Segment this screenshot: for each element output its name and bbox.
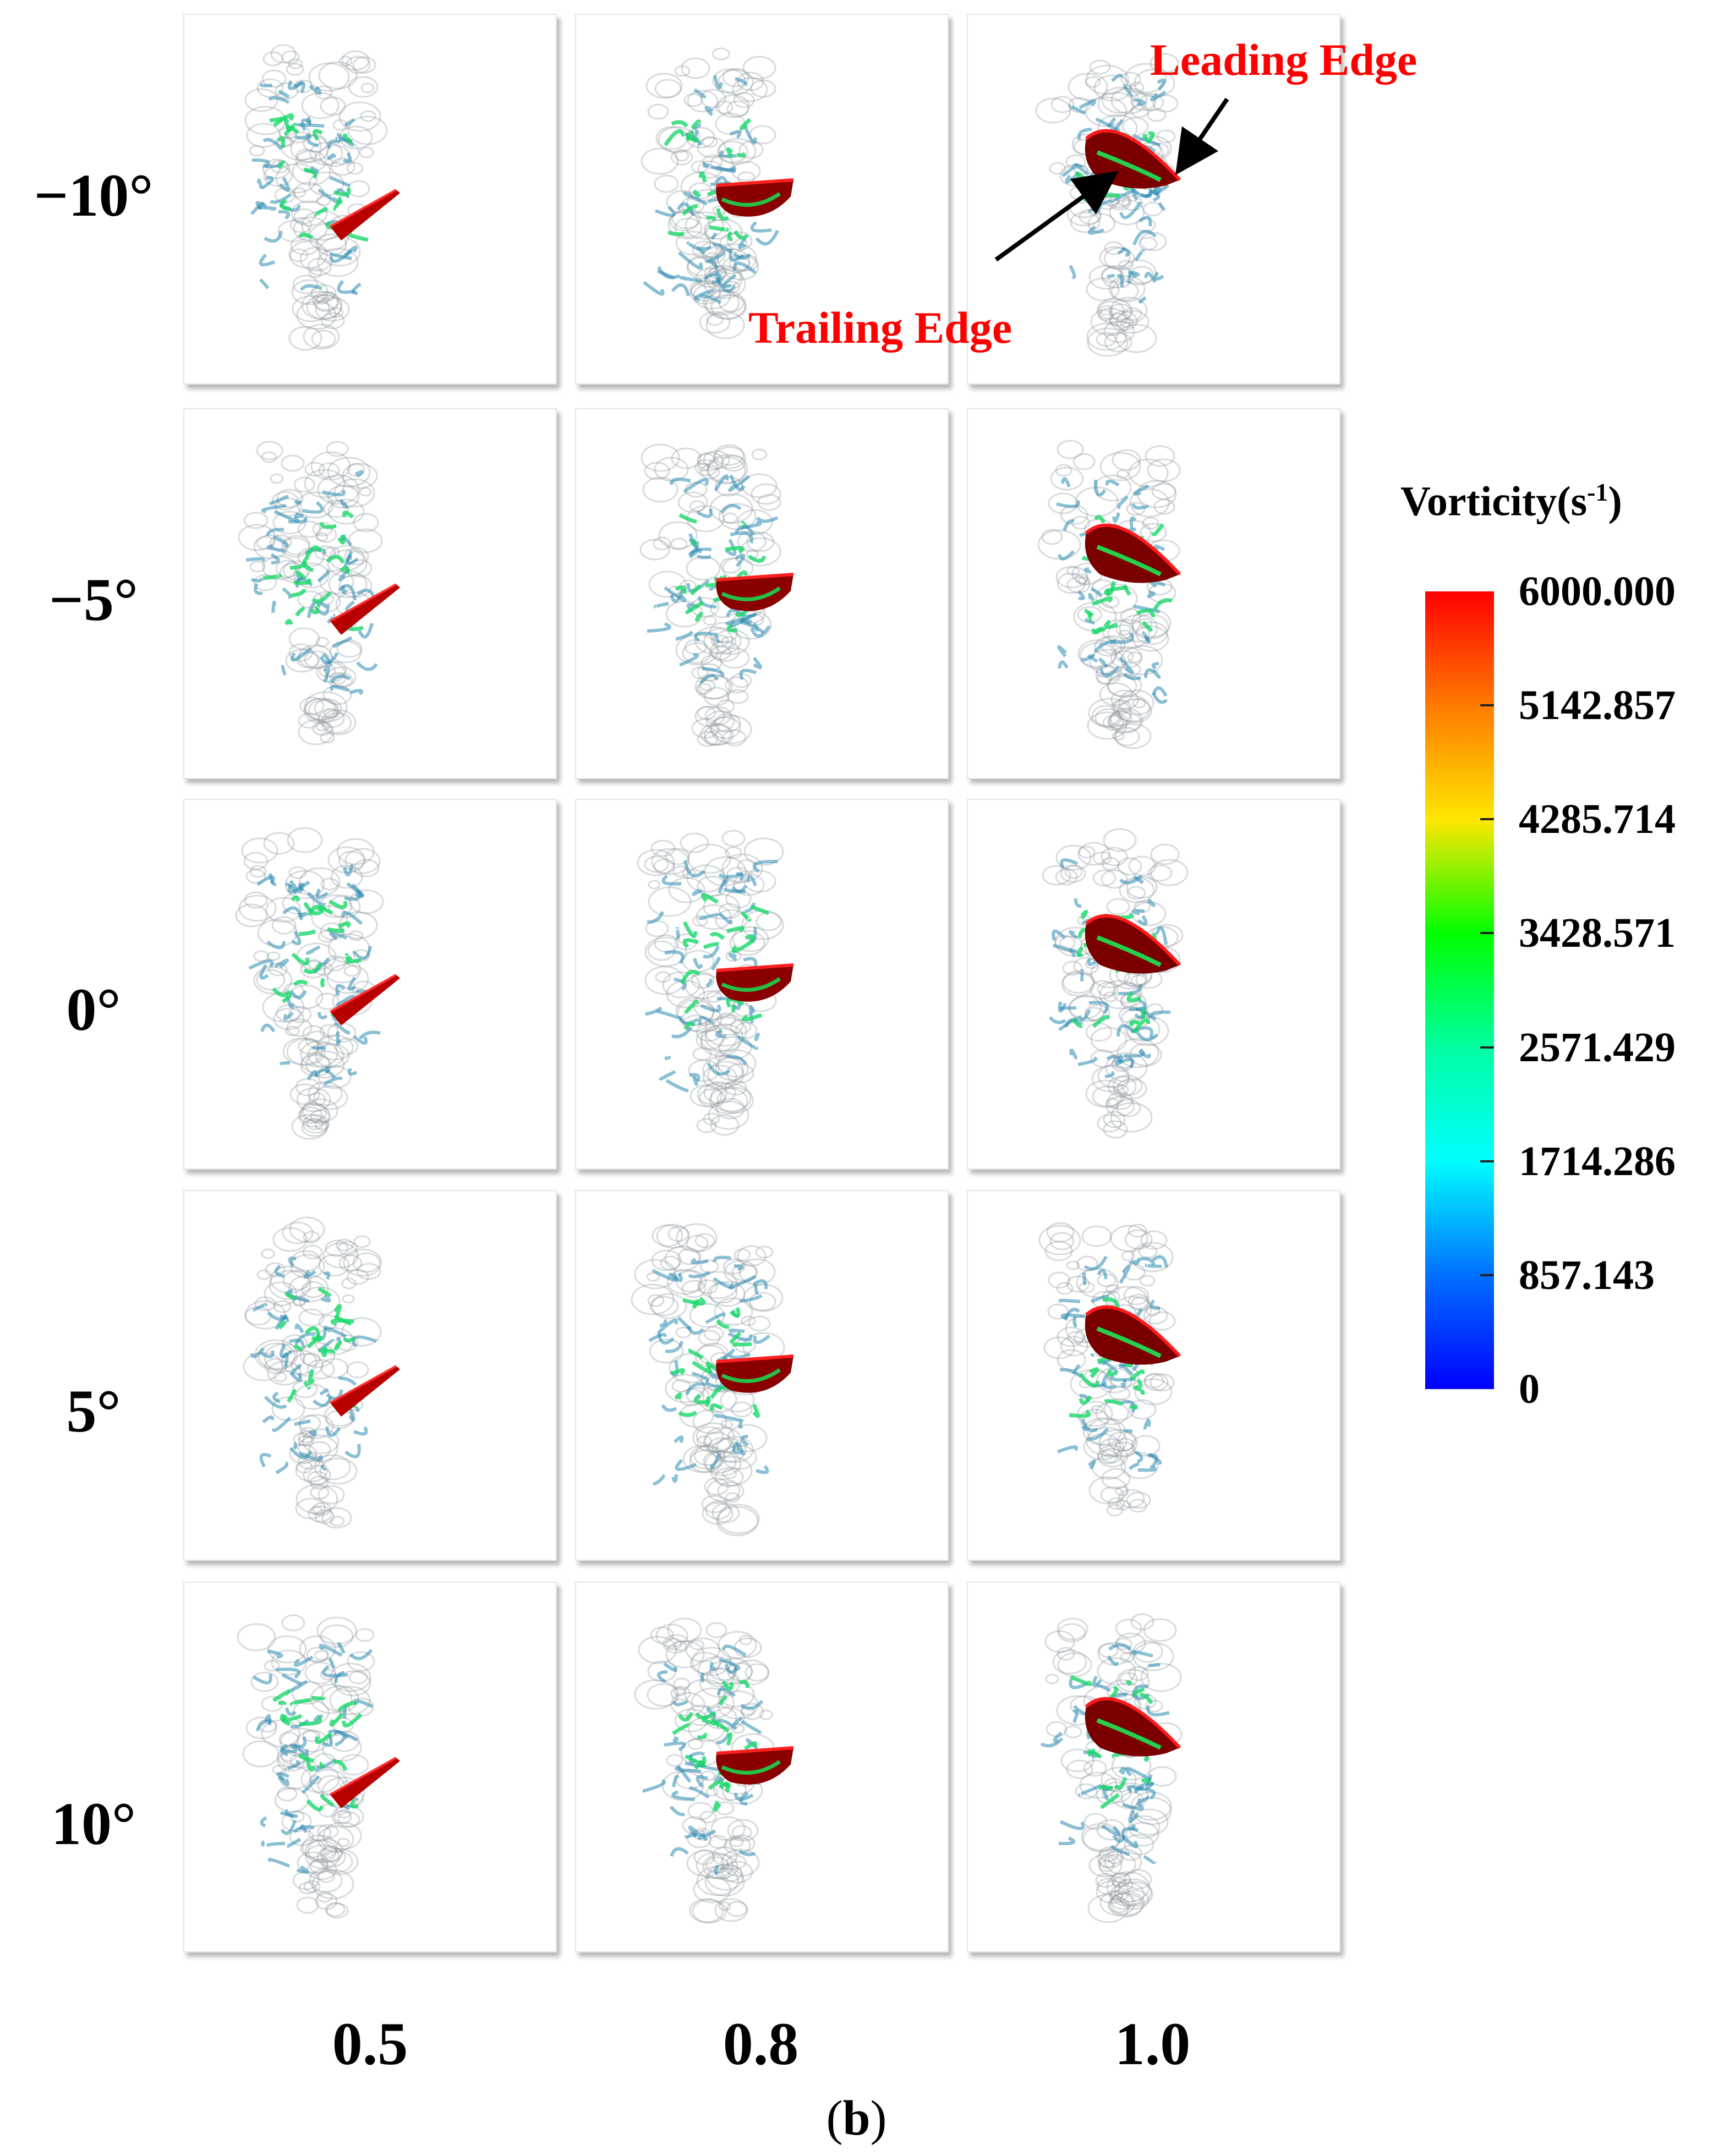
leading-edge-label: Leading Edge <box>1150 35 1418 85</box>
row-label-0: 0° <box>66 976 121 1043</box>
col-label-1-0: 1.0 <box>1114 2010 1191 2077</box>
vorticity-panel-r3-c1 <box>183 799 557 1170</box>
col-label-0-5: 0.5 <box>332 2010 408 2077</box>
col-label-0-8: 0.8 <box>723 2010 799 2077</box>
vorticity-panel-r5-c2 <box>575 1582 949 1952</box>
vorticity-panel-r5-c3 <box>967 1582 1340 1952</box>
trailing-edge-label: Trailing Edge <box>748 303 1013 353</box>
vorticity-panel-r4-c1 <box>183 1190 557 1561</box>
vorticity-panel-r3-c3 <box>967 799 1340 1170</box>
row-label-5: 5° <box>66 1378 121 1445</box>
colorbar-title: Vorticity(s-1) <box>1400 478 1622 525</box>
colorbar-tick-mark <box>1480 1274 1494 1276</box>
vorticity-panel-r4-c2 <box>575 1190 949 1561</box>
row-label-neg5: −5° <box>49 566 138 633</box>
colorbar-tick-label: 1714.286 <box>1519 1138 1676 1184</box>
colorbar-tick-mark <box>1480 932 1494 935</box>
colorbar-tick-mark <box>1480 1046 1494 1049</box>
vorticity-panel-r1-c2 <box>575 14 949 385</box>
figure-caption: (b) <box>826 2091 887 2146</box>
colorbar-tick-label: 6000.000 <box>1519 568 1676 615</box>
colorbar-tick-label: 0 <box>1519 1366 1540 1412</box>
colorbar-tick-mark <box>1480 1160 1494 1162</box>
colorbar-tick-label: 3428.571 <box>1519 910 1676 957</box>
row-label-neg10: −10° <box>34 162 154 229</box>
colorbar-tick-label: 857.143 <box>1519 1252 1655 1298</box>
colorbar-gradient <box>1425 591 1494 1389</box>
colorbar-tick-label: 5142.857 <box>1519 682 1676 729</box>
vorticity-panel-r3-c2 <box>575 799 949 1170</box>
vorticity-panel-r4-c3 <box>967 1190 1340 1561</box>
vorticity-panel-r2-c2 <box>575 408 949 779</box>
vorticity-panel-r2-c3 <box>967 408 1340 779</box>
vorticity-panel-r2-c1 <box>183 408 557 779</box>
row-label-10: 10° <box>51 1790 136 1857</box>
vorticity-panel-r5-c1 <box>183 1582 557 1952</box>
vorticity-panel-r1-c1 <box>183 14 557 385</box>
colorbar-tick-label: 2571.429 <box>1519 1024 1676 1071</box>
colorbar-tick-mark <box>1480 704 1494 707</box>
colorbar-tick-mark <box>1480 818 1494 821</box>
colorbar-tick-label: 4285.714 <box>1519 796 1676 843</box>
